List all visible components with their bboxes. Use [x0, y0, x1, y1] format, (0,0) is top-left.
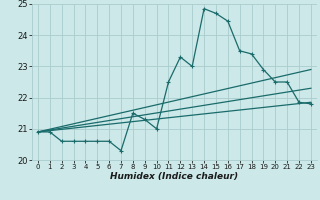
X-axis label: Humidex (Indice chaleur): Humidex (Indice chaleur) [110, 172, 238, 181]
